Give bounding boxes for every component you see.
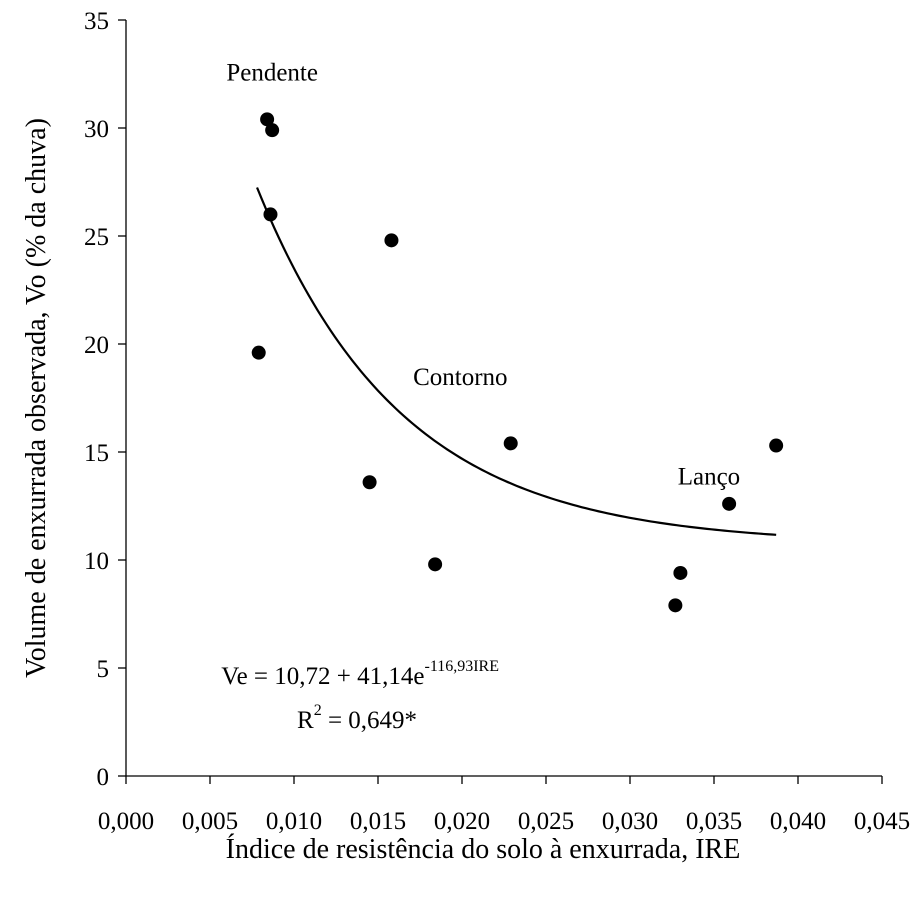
y-axis-ticks: 0 5 10 15 20 25 30 35	[84, 8, 126, 791]
x-axis-ticks: 0,000 0,005 0,010 0,015 0,020 0,025 0,030 0,035…	[98, 776, 910, 835]
annotations: Pendente Contorno Lanço	[226, 59, 740, 490]
data-point	[668, 598, 683, 613]
data-point	[673, 565, 688, 580]
x-axis-label: Índice de resistência do solo à enxurrad…	[226, 834, 741, 865]
data-point	[260, 112, 275, 127]
x-tick-label: 0,030	[602, 808, 658, 835]
data-point	[362, 475, 377, 490]
annotation-label: Contorno	[413, 364, 507, 391]
data-point	[769, 438, 784, 453]
annotation-label: Lanço	[678, 463, 740, 490]
x-tick-label: 0,005	[182, 808, 238, 835]
y-tick-label: 10	[84, 548, 109, 575]
y-tick-label: 15	[84, 440, 109, 467]
x-tick-label: 0,035	[686, 808, 742, 835]
x-tick-label: 0,010	[266, 808, 322, 835]
data-point	[263, 207, 278, 222]
data-point	[503, 436, 518, 451]
x-tick-label: 0,045	[854, 808, 910, 835]
annotation-label: Pendente	[226, 59, 318, 86]
x-tick-label: 0,040	[770, 808, 826, 835]
y-tick-label: 0	[97, 764, 110, 791]
y-tick-label: 25	[84, 224, 109, 251]
data-point	[428, 557, 443, 572]
data-point	[251, 345, 266, 360]
data-point	[265, 123, 280, 138]
y-tick-label: 5	[97, 656, 110, 683]
y-tick-label: 30	[84, 116, 109, 143]
axes	[125, 20, 882, 777]
fit-curve	[256, 187, 777, 536]
data-point	[722, 496, 737, 511]
data-point	[384, 233, 399, 248]
y-axis-label: Volume de enxurrada observada, Vo (% da …	[21, 118, 52, 678]
x-tick-label: 0,015	[350, 808, 406, 835]
x-tick-label: 0,025	[518, 808, 574, 835]
x-tick-label: 0,000	[98, 808, 154, 835]
y-tick-label: 20	[84, 332, 109, 359]
data-points	[251, 112, 784, 613]
equation-line-1: Ve = 10,72 + 41,14e-116,93IRE	[221, 658, 499, 690]
equation-line-2: R2 = 0,649*	[297, 702, 417, 734]
x-tick-label: 0,020	[434, 808, 490, 835]
y-tick-label: 35	[84, 8, 109, 35]
